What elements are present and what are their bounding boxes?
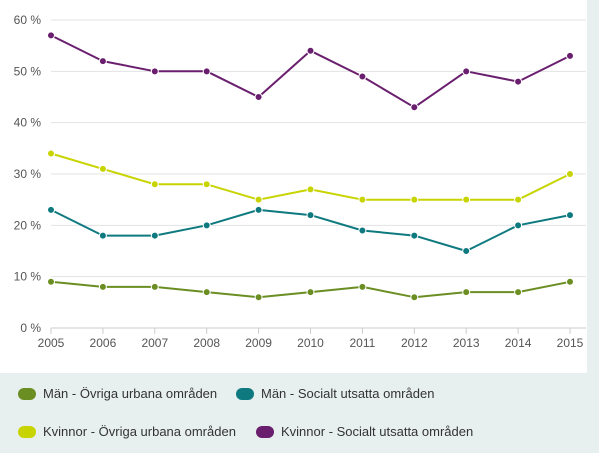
x-tick-label: 2012: [401, 336, 428, 350]
data-point: [566, 170, 574, 178]
y-tick-label: 20 %: [14, 218, 42, 232]
data-point: [202, 221, 211, 230]
data-point: [358, 282, 367, 291]
y-tick-label: 60 %: [14, 13, 42, 27]
data-point: [462, 288, 471, 297]
data-point: [254, 195, 263, 204]
legend-swatch: [18, 425, 36, 438]
legend-swatch: [236, 387, 254, 400]
y-tick-label: 40 %: [14, 116, 42, 130]
data-point: [98, 57, 107, 66]
data-point: [47, 205, 55, 214]
legend-item-man-socialt[interactable]: Män - Socialt utsatta områden: [236, 386, 434, 401]
x-tick-label: 2007: [141, 336, 168, 350]
y-tick-label: 10 %: [14, 270, 42, 284]
data-point: [306, 211, 315, 220]
data-point: [150, 282, 159, 291]
data-point: [47, 277, 55, 286]
data-point: [514, 77, 523, 86]
data-point: [566, 277, 574, 286]
data-point: [306, 46, 315, 55]
line-chart: 0 % 10 % 20 % 30 % 40 % 50 % 60 % 2005 2006 2007 2…: [14, 13, 586, 350]
legend-item-kvinnor-socialt[interactable]: Kvinnor - Socialt utsatta områden: [256, 424, 473, 439]
data-point: [566, 51, 574, 60]
x-tick-label: 2013: [453, 336, 480, 350]
data-point: [306, 185, 315, 194]
data-point: [98, 164, 107, 173]
data-point: [150, 231, 159, 240]
data-point: [358, 226, 367, 235]
legend-label: Kvinnor - Socialt utsatta områden: [281, 424, 474, 439]
data-point: [514, 195, 523, 204]
data-point: [462, 67, 471, 76]
legend-label: Män - Övriga urbana områden: [43, 386, 218, 401]
x-tick-label: 2015: [557, 336, 584, 350]
legend-swatch: [256, 425, 274, 438]
data-point: [358, 195, 367, 204]
data-point: [202, 180, 211, 189]
data-point: [410, 293, 419, 302]
y-tick-label: 30 %: [14, 167, 42, 181]
data-point: [98, 231, 107, 240]
data-point: [150, 67, 159, 76]
data-point: [150, 180, 159, 189]
legend-label: Kvinnor - Övriga urbana områden: [43, 424, 236, 439]
data-point: [254, 293, 263, 302]
data-point: [202, 288, 211, 297]
data-point: [462, 247, 471, 255]
x-tick-label: 2014: [505, 336, 532, 350]
x-tick-label: 2010: [297, 336, 324, 350]
x-tick-label: 2006: [90, 336, 117, 350]
data-point: [514, 288, 523, 297]
data-point: [306, 288, 315, 297]
legend-swatch: [18, 387, 36, 400]
data-point: [410, 231, 419, 240]
data-point: [358, 72, 367, 81]
data-point: [254, 205, 263, 214]
plot-panel: [0, 0, 587, 373]
y-tick-label: 0 %: [20, 321, 41, 335]
legend-item-man-ovriga[interactable]: Män - Övriga urbana områden: [18, 386, 217, 401]
y-tick-label: 50 %: [14, 64, 42, 78]
x-tick-label: 2011: [349, 336, 375, 350]
data-point: [410, 195, 419, 204]
data-point: [566, 211, 574, 220]
x-tick-label: 2009: [245, 336, 272, 350]
data-point: [462, 195, 471, 204]
data-point: [202, 67, 211, 76]
data-point: [47, 149, 55, 158]
x-tick-label: 2005: [38, 336, 65, 350]
data-point: [514, 221, 523, 230]
data-point: [410, 103, 419, 112]
legend-label: Män - Socialt utsatta områden: [261, 386, 435, 401]
data-point: [98, 282, 107, 291]
legend-item-kvinnor-ovriga[interactable]: Kvinnor - Övriga urbana områden: [18, 424, 236, 439]
data-point: [254, 93, 263, 101]
x-tick-label: 2008: [193, 336, 220, 350]
data-point: [47, 31, 55, 40]
